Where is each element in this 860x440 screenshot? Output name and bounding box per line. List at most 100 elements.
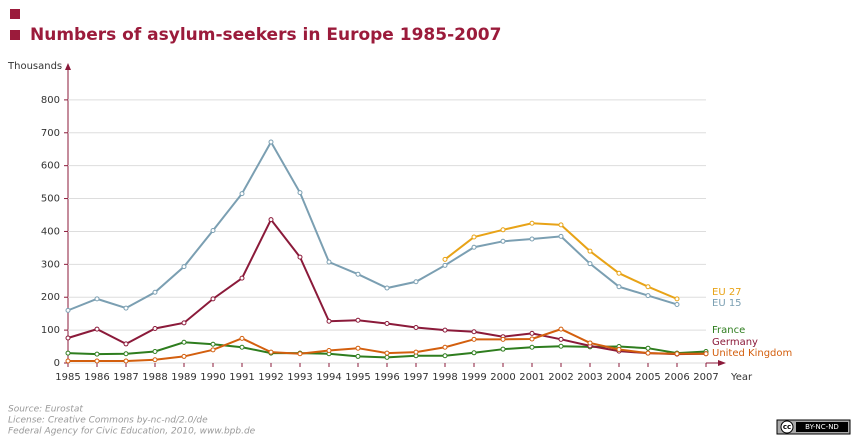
y-tick-label: 0 [54,358,60,369]
data-point [471,244,477,250]
x-tick-label: 2000 [490,372,515,383]
x-tick-label: 1996 [374,372,399,383]
data-point [558,343,564,349]
data-point [210,296,216,302]
data-point [65,358,71,364]
data-point [94,326,100,332]
data-point [65,350,71,356]
data-point [616,270,622,276]
x-tick-label: 1998 [432,372,457,383]
data-point [384,285,390,291]
x-tick-label: 1991 [229,372,254,383]
data-point [529,344,535,350]
y-tick-label: 500 [41,194,60,205]
data-point [616,347,622,353]
data-point [152,289,158,295]
data-point [239,344,245,350]
x-tick-label: 1993 [287,372,312,383]
x-tick-label: 2001 [519,372,544,383]
x-tick-label: 1992 [258,372,283,383]
legend-label: Germany [712,337,758,348]
data-point [442,327,448,333]
y-tick-label: 300 [41,259,60,270]
x-tick-label: 1995 [345,372,370,383]
data-point [471,350,477,356]
data-point [268,349,274,355]
data-point [384,321,390,327]
data-point [384,354,390,360]
data-point [529,330,535,336]
data-point [471,329,477,335]
x-axis-arrow [718,360,726,366]
data-point [413,279,419,285]
legend-label: EU 27 [712,287,742,298]
data-point [587,340,593,346]
data-point [558,222,564,228]
data-point [297,351,303,357]
data-point [558,336,564,342]
data-point [65,307,71,313]
y-axis-arrow [65,63,71,70]
series-line [67,139,678,312]
license: License: Creative Commons by-nc-nd/2.0/d… [8,416,208,426]
x-tick-label: 1990 [200,372,225,383]
x-axis-label: Year [730,372,753,383]
x-tick-label: 1997 [403,372,428,383]
data-point [500,227,506,233]
data-point [529,220,535,226]
source: Source: Eurostat [8,405,83,415]
cc-text: cc [783,423,791,431]
data-point [558,233,564,239]
data-point [471,336,477,342]
data-point [442,353,448,359]
x-tick-label: 2006 [664,372,689,383]
data-point [181,264,187,270]
data-point [239,275,245,281]
data-point [181,320,187,326]
data-point [529,336,535,342]
data-point [355,271,361,277]
data-point [413,349,419,355]
data-point [152,348,158,354]
data-point [616,284,622,290]
data-point [500,346,506,352]
data-point [529,236,535,242]
y-tick-label: 600 [41,161,60,172]
data-point [152,357,158,363]
x-tick-label: 1994 [316,372,341,383]
data-point [587,261,593,267]
data-point [645,293,651,299]
data-point [123,341,129,347]
x-tick-label: 2007 [693,372,718,383]
data-point [558,326,564,332]
chart-title: Numbers of asylum-seekers in Europe 1985… [30,25,501,45]
x-tick-label: 1987 [113,372,138,383]
data-point [152,325,158,331]
x-tick-label: 1988 [142,372,167,383]
data-point [674,301,680,307]
publisher: Federal Agency for Civic Education, 2010… [8,427,256,437]
data-point [500,238,506,244]
x-tick-label: 2005 [635,372,660,383]
x-tick-label: 1989 [171,372,196,383]
data-point [326,318,332,324]
y-tick-label: 800 [41,95,60,106]
data-point [500,336,506,342]
data-point [239,335,245,341]
data-point [413,324,419,330]
data-point [123,305,129,311]
data-point [587,248,593,254]
data-point [326,348,332,354]
badge-text: BY-NC-ND [805,423,839,431]
data-point [355,353,361,359]
data-point [442,256,448,262]
y-tick-label: 700 [41,128,60,139]
data-point [94,296,100,302]
x-tick-label: 2004 [606,372,631,383]
data-point [94,351,100,357]
title-bullet [10,30,20,40]
data-point [181,353,187,359]
cc-circle [780,420,794,434]
data-point [297,190,303,196]
